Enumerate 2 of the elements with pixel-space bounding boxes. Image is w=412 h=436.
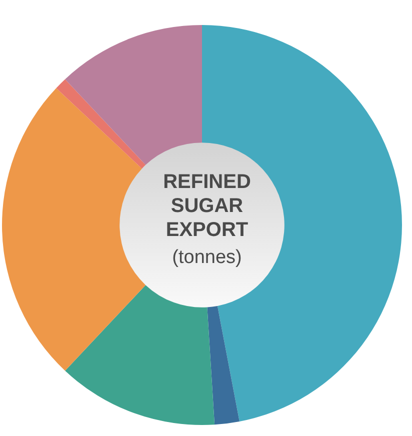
text: (tonnes) [172,247,242,268]
text: REFINED SUGAR EXPORT [163,171,251,241]
